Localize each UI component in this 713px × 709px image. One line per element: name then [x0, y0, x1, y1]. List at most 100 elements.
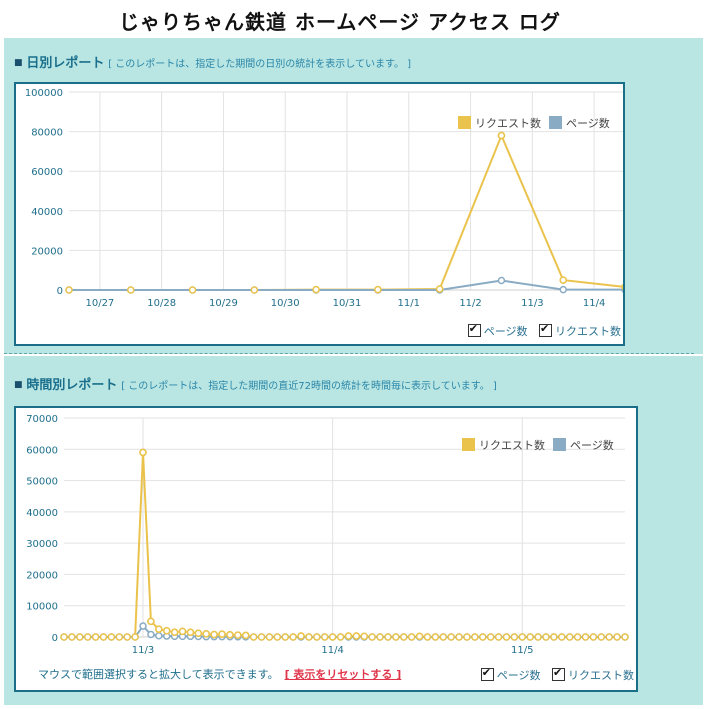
series-line-page: [69, 279, 623, 291]
request-point: [374, 285, 382, 294]
hourly-report-header: ■ 時間別レポート [ このレポートは、指定した期間の直近72時間の統計を時間毎…: [14, 374, 497, 393]
request-count-checkbox-label[interactable]: リクエスト数: [555, 325, 621, 338]
request-point: [589, 633, 598, 641]
x-tick-label: 10/30: [271, 298, 300, 309]
request-point: [76, 633, 84, 641]
request-point: [313, 633, 321, 641]
daily-report-header: ■ 日別レポート [ このレポートは、指定した期間の日別の統計を表示しています。…: [14, 52, 411, 71]
request-point: [376, 633, 384, 641]
x-tick-label: 10/28: [147, 298, 176, 309]
request-point: [155, 625, 163, 633]
request-point: [510, 633, 519, 641]
x-tick-label: 10/29: [209, 298, 238, 309]
y-tick-label: 40000: [26, 508, 58, 519]
request-point: [123, 633, 131, 641]
y-tick-label: 40000: [31, 207, 63, 218]
request-count-checkbox-label[interactable]: リクエスト数: [568, 669, 634, 682]
request-point: [360, 632, 369, 641]
request-point: [486, 633, 495, 641]
page-point: [559, 285, 567, 294]
request-point: [289, 633, 297, 641]
request-point: [170, 628, 179, 637]
request-point: [249, 633, 258, 641]
request-point: [573, 633, 582, 641]
hourly-report-description: [ このレポートは、指定した期間の直近72時間の統計を時間毎に表示しています。 …: [121, 381, 497, 392]
daily-chart-svg[interactable]: 0 20000 40000 60000 80000 100000 10/27 10/28 10/…: [16, 84, 623, 344]
request-point: [83, 633, 92, 641]
request-point: [526, 633, 534, 641]
request-point: [439, 633, 448, 641]
request-point: [305, 633, 313, 641]
request-point: [265, 633, 274, 641]
daily-report-panel: ■ 日別レポート [ このレポートは、指定した期間の日別の統計を表示しています。…: [4, 38, 707, 354]
request-point: [312, 285, 320, 294]
page-point: [147, 630, 155, 639]
hourly-report-title: 時間別レポート: [26, 378, 118, 393]
daily-chart[interactable]: 0 20000 40000 60000 80000 100000 10/27 10/28 10/…: [14, 82, 625, 346]
series-line-request: [69, 132, 623, 291]
request-point: [107, 633, 116, 641]
x-tick-label: 11/3: [132, 645, 154, 656]
request-point: [621, 633, 629, 641]
request-point: [435, 285, 444, 293]
hourly-chart[interactable]: 0 10000 20000 30000 40000 50000 60000 70000 11/3…: [14, 406, 638, 692]
page-point: [155, 631, 163, 640]
request-point: [621, 283, 623, 291]
page-count-checkbox[interactable]: [467, 322, 481, 337]
section-marker-icon: ■: [14, 380, 23, 390]
request-point: [60, 633, 68, 641]
request-point: [257, 633, 266, 641]
request-point: [115, 633, 124, 641]
y-tick-label: 20000: [31, 246, 63, 257]
request-point: [162, 626, 171, 635]
y-tick-label: 20000: [26, 570, 58, 581]
request-count-checkbox[interactable]: [552, 666, 565, 681]
request-point: [241, 631, 250, 640]
request-point: [455, 633, 463, 641]
request-point: [558, 633, 566, 641]
y-tick-label: 60000: [26, 445, 58, 456]
request-point: [565, 633, 574, 641]
request-point: [91, 633, 100, 641]
request-point: [542, 633, 550, 641]
zoom-hint-text: マウスで範囲選択すると拡大して表示できます。: [38, 668, 279, 681]
request-point: [188, 286, 197, 294]
request-count-checkbox[interactable]: [539, 322, 552, 337]
request-point: [273, 633, 282, 641]
daily-report-title: 日別レポート: [26, 56, 105, 71]
request-point: [99, 633, 108, 641]
request-point: [407, 633, 416, 641]
request-point: [131, 633, 139, 641]
page-title: じゃりちゃん鉄道 ホームページ アクセス ログ: [119, 10, 561, 34]
page-count-checkbox-label[interactable]: ページ数: [483, 325, 528, 338]
request-point: [139, 448, 147, 457]
request-point: [518, 633, 527, 641]
request-point: [497, 131, 506, 140]
reset-view-link[interactable]: [ 表示をリセットする ]: [284, 668, 402, 681]
legend-label: ページ数: [570, 439, 614, 452]
legend-label: リクエスト数: [479, 439, 545, 452]
request-point: [297, 632, 305, 640]
request-point: [328, 633, 337, 641]
section-divider: [4, 353, 694, 354]
request-point: [613, 633, 621, 641]
x-tick-label: 11/1: [398, 298, 420, 309]
legend-swatch: [553, 438, 566, 451]
y-tick-label: 100000: [25, 88, 63, 99]
request-point: [368, 633, 376, 641]
request-point: [226, 631, 234, 639]
hourly-chart-svg[interactable]: 0 10000 20000 30000 40000 50000 60000 70000 11/3…: [16, 408, 636, 690]
page-count-checkbox-label[interactable]: ページ数: [496, 669, 541, 682]
page-count-checkbox[interactable]: [480, 666, 494, 681]
request-point: [147, 617, 155, 626]
request-point: [392, 633, 400, 641]
request-point: [202, 630, 210, 638]
x-tick-label: 11/4: [583, 298, 605, 309]
x-tick-label: 11/3: [521, 298, 543, 309]
daily-series-toggles: ページ数 リクエスト数: [460, 322, 621, 339]
x-tick-label: 11/2: [459, 298, 481, 309]
legend-label: リクエスト数: [475, 117, 541, 130]
request-point: [68, 633, 76, 641]
hourly-chart-hint: マウスで範囲選択すると拡大して表示できます。 [ 表示をリセットする ]: [38, 666, 401, 682]
y-tick-label: 0: [52, 633, 58, 644]
